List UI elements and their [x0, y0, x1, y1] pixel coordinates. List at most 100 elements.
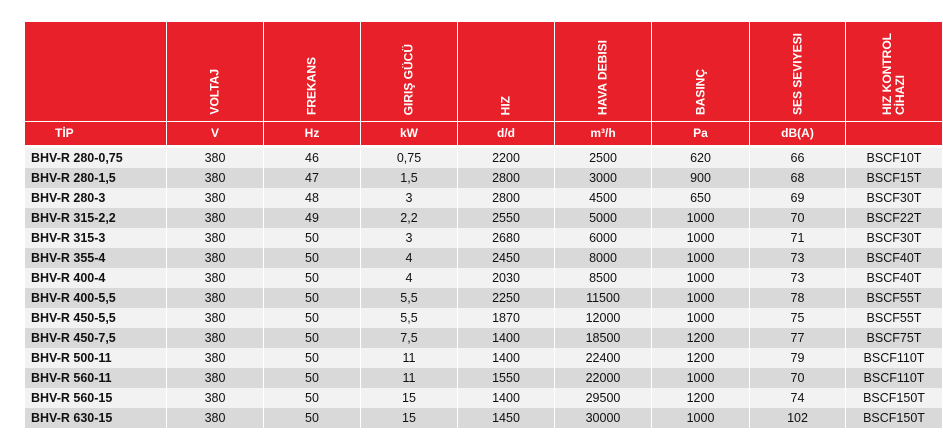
model-cell: BHV-R 500-11 [25, 348, 167, 368]
value-cell: 66 [750, 148, 846, 168]
value-cell: 22000 [555, 368, 652, 388]
value-cell: 380 [167, 368, 264, 388]
value-cell: 380 [167, 228, 264, 248]
model-cell: BHV-R 400-5,5 [25, 288, 167, 308]
value-cell: 1000 [652, 288, 750, 308]
header-label: TİP [25, 122, 166, 145]
value-cell: 380 [167, 308, 264, 328]
value-cell: 5000 [555, 208, 652, 228]
value-cell: 50 [264, 368, 361, 388]
header-label: BASINÇ [693, 68, 707, 115]
value-cell: 2800 [458, 188, 555, 208]
value-cell: 1200 [652, 388, 750, 408]
value-cell: 71 [750, 228, 846, 248]
value-cell: 380 [167, 328, 264, 348]
unit-label: V [167, 122, 263, 145]
value-cell: 50 [264, 388, 361, 408]
value-cell: 70 [750, 208, 846, 228]
header-label: VOLTAJ [207, 69, 222, 115]
value-cell: 380 [167, 348, 264, 368]
model-cell: BHV-R 400-4 [25, 268, 167, 288]
value-cell: 1200 [652, 348, 750, 368]
value-cell: 4 [361, 248, 458, 268]
value-cell: 1000 [652, 308, 750, 328]
value-cell: 22400 [555, 348, 652, 368]
value-cell: BSCF55T [846, 288, 943, 308]
value-cell: 380 [167, 148, 264, 168]
value-cell: 69 [750, 188, 846, 208]
value-cell: 380 [167, 288, 264, 308]
header-label: SES SEVIYESI [790, 32, 804, 115]
value-cell: 18500 [555, 328, 652, 348]
model-cell: BHV-R 560-15 [25, 388, 167, 408]
value-cell: 2450 [458, 248, 555, 268]
header-cell: SES SEVIYESI [750, 22, 845, 121]
value-cell: 11 [361, 368, 458, 388]
value-cell: 50 [264, 308, 361, 328]
value-cell: BSCF55T [846, 308, 943, 328]
value-cell: BSCF15T [846, 168, 943, 188]
header-cell [25, 22, 166, 121]
value-cell: 1000 [652, 368, 750, 388]
value-cell: 380 [167, 208, 264, 228]
model-cell: BHV-R 450-7,5 [25, 328, 167, 348]
value-cell: BSCF110T [846, 368, 943, 388]
value-cell: 1400 [458, 328, 555, 348]
header-label: HIZ KONTROL CİHAZI [880, 33, 907, 115]
unit-cell [846, 122, 942, 145]
value-cell: 5,5 [361, 288, 458, 308]
value-cell: 2030 [458, 268, 555, 288]
value-cell: 2680 [458, 228, 555, 248]
value-cell: 1550 [458, 368, 555, 388]
value-cell: 380 [167, 248, 264, 268]
spec-table: TİP VOLTAJ V FREKANS Hz GIRIŞ GÜCÜ kW HIZ d/d HAV… [25, 22, 943, 432]
value-cell: 3 [361, 228, 458, 248]
value-cell: 380 [167, 168, 264, 188]
value-cell: BSCF110T [846, 348, 943, 368]
value-cell: 47 [264, 168, 361, 188]
value-cell: 900 [652, 168, 750, 188]
model-cell: BHV-R 280-3 [25, 188, 167, 208]
header-cell: HAVA DEBISI [555, 22, 651, 121]
value-cell: 380 [167, 388, 264, 408]
value-cell: 5,5 [361, 308, 458, 328]
value-cell: 11 [361, 348, 458, 368]
unit-label: Pa [652, 122, 749, 145]
unit-label: d/d [458, 122, 554, 145]
header-cell: VOLTAJ [167, 22, 263, 121]
value-cell: 8000 [555, 248, 652, 268]
value-cell: 50 [264, 228, 361, 248]
header-cell: HIZ KONTROL CİHAZI [846, 22, 942, 121]
header-label: HAVA DEBISI [595, 39, 610, 115]
value-cell: BSCF22T [846, 208, 943, 228]
value-cell: 2,2 [361, 208, 458, 228]
value-cell: 68 [750, 168, 846, 188]
value-cell: 2250 [458, 288, 555, 308]
value-cell: 77 [750, 328, 846, 348]
value-cell: 29500 [555, 388, 652, 408]
value-cell: 1000 [652, 208, 750, 228]
value-cell: 3 [361, 188, 458, 208]
header-cell: HIZ [458, 22, 554, 121]
model-cell: BHV-R 630-15 [25, 408, 167, 428]
value-cell: 1000 [652, 408, 750, 428]
model-cell: BHV-R 315-2,2 [25, 208, 167, 228]
value-cell: BSCF150T [846, 388, 943, 408]
value-cell: 50 [264, 248, 361, 268]
value-cell: 1,5 [361, 168, 458, 188]
model-cell: BHV-R 450-5,5 [25, 308, 167, 328]
value-cell: 1450 [458, 408, 555, 428]
value-cell: 74 [750, 388, 846, 408]
value-cell: 12000 [555, 308, 652, 328]
model-cell: BHV-R 355-4 [25, 248, 167, 268]
value-cell: 380 [167, 268, 264, 288]
value-cell: 2550 [458, 208, 555, 228]
value-cell: 79 [750, 348, 846, 368]
value-cell: 50 [264, 288, 361, 308]
value-cell: 1870 [458, 308, 555, 328]
value-cell: 380 [167, 188, 264, 208]
value-cell: 1000 [652, 228, 750, 248]
value-cell: 50 [264, 408, 361, 428]
header-cell: GIRIŞ GÜCÜ [361, 22, 457, 121]
value-cell: BSCF75T [846, 328, 943, 348]
